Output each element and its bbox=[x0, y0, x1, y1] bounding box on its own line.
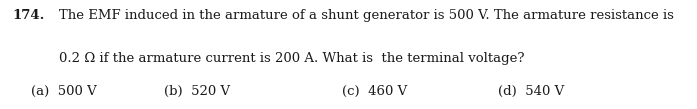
Text: 174.: 174. bbox=[13, 9, 45, 22]
Text: (c)  460 V: (c) 460 V bbox=[342, 85, 407, 98]
Text: 0.2 Ω if the armature current is 200 A. What is  the terminal voltage?: 0.2 Ω if the armature current is 200 A. … bbox=[59, 52, 525, 65]
Text: The EMF induced in the armature of a shunt generator is 500 V. The armature resi: The EMF induced in the armature of a shu… bbox=[59, 9, 674, 22]
Text: (b)  520 V: (b) 520 V bbox=[164, 85, 230, 98]
Text: (d)  540 V: (d) 540 V bbox=[498, 85, 565, 98]
Text: (a)  500 V: (a) 500 V bbox=[31, 85, 97, 98]
